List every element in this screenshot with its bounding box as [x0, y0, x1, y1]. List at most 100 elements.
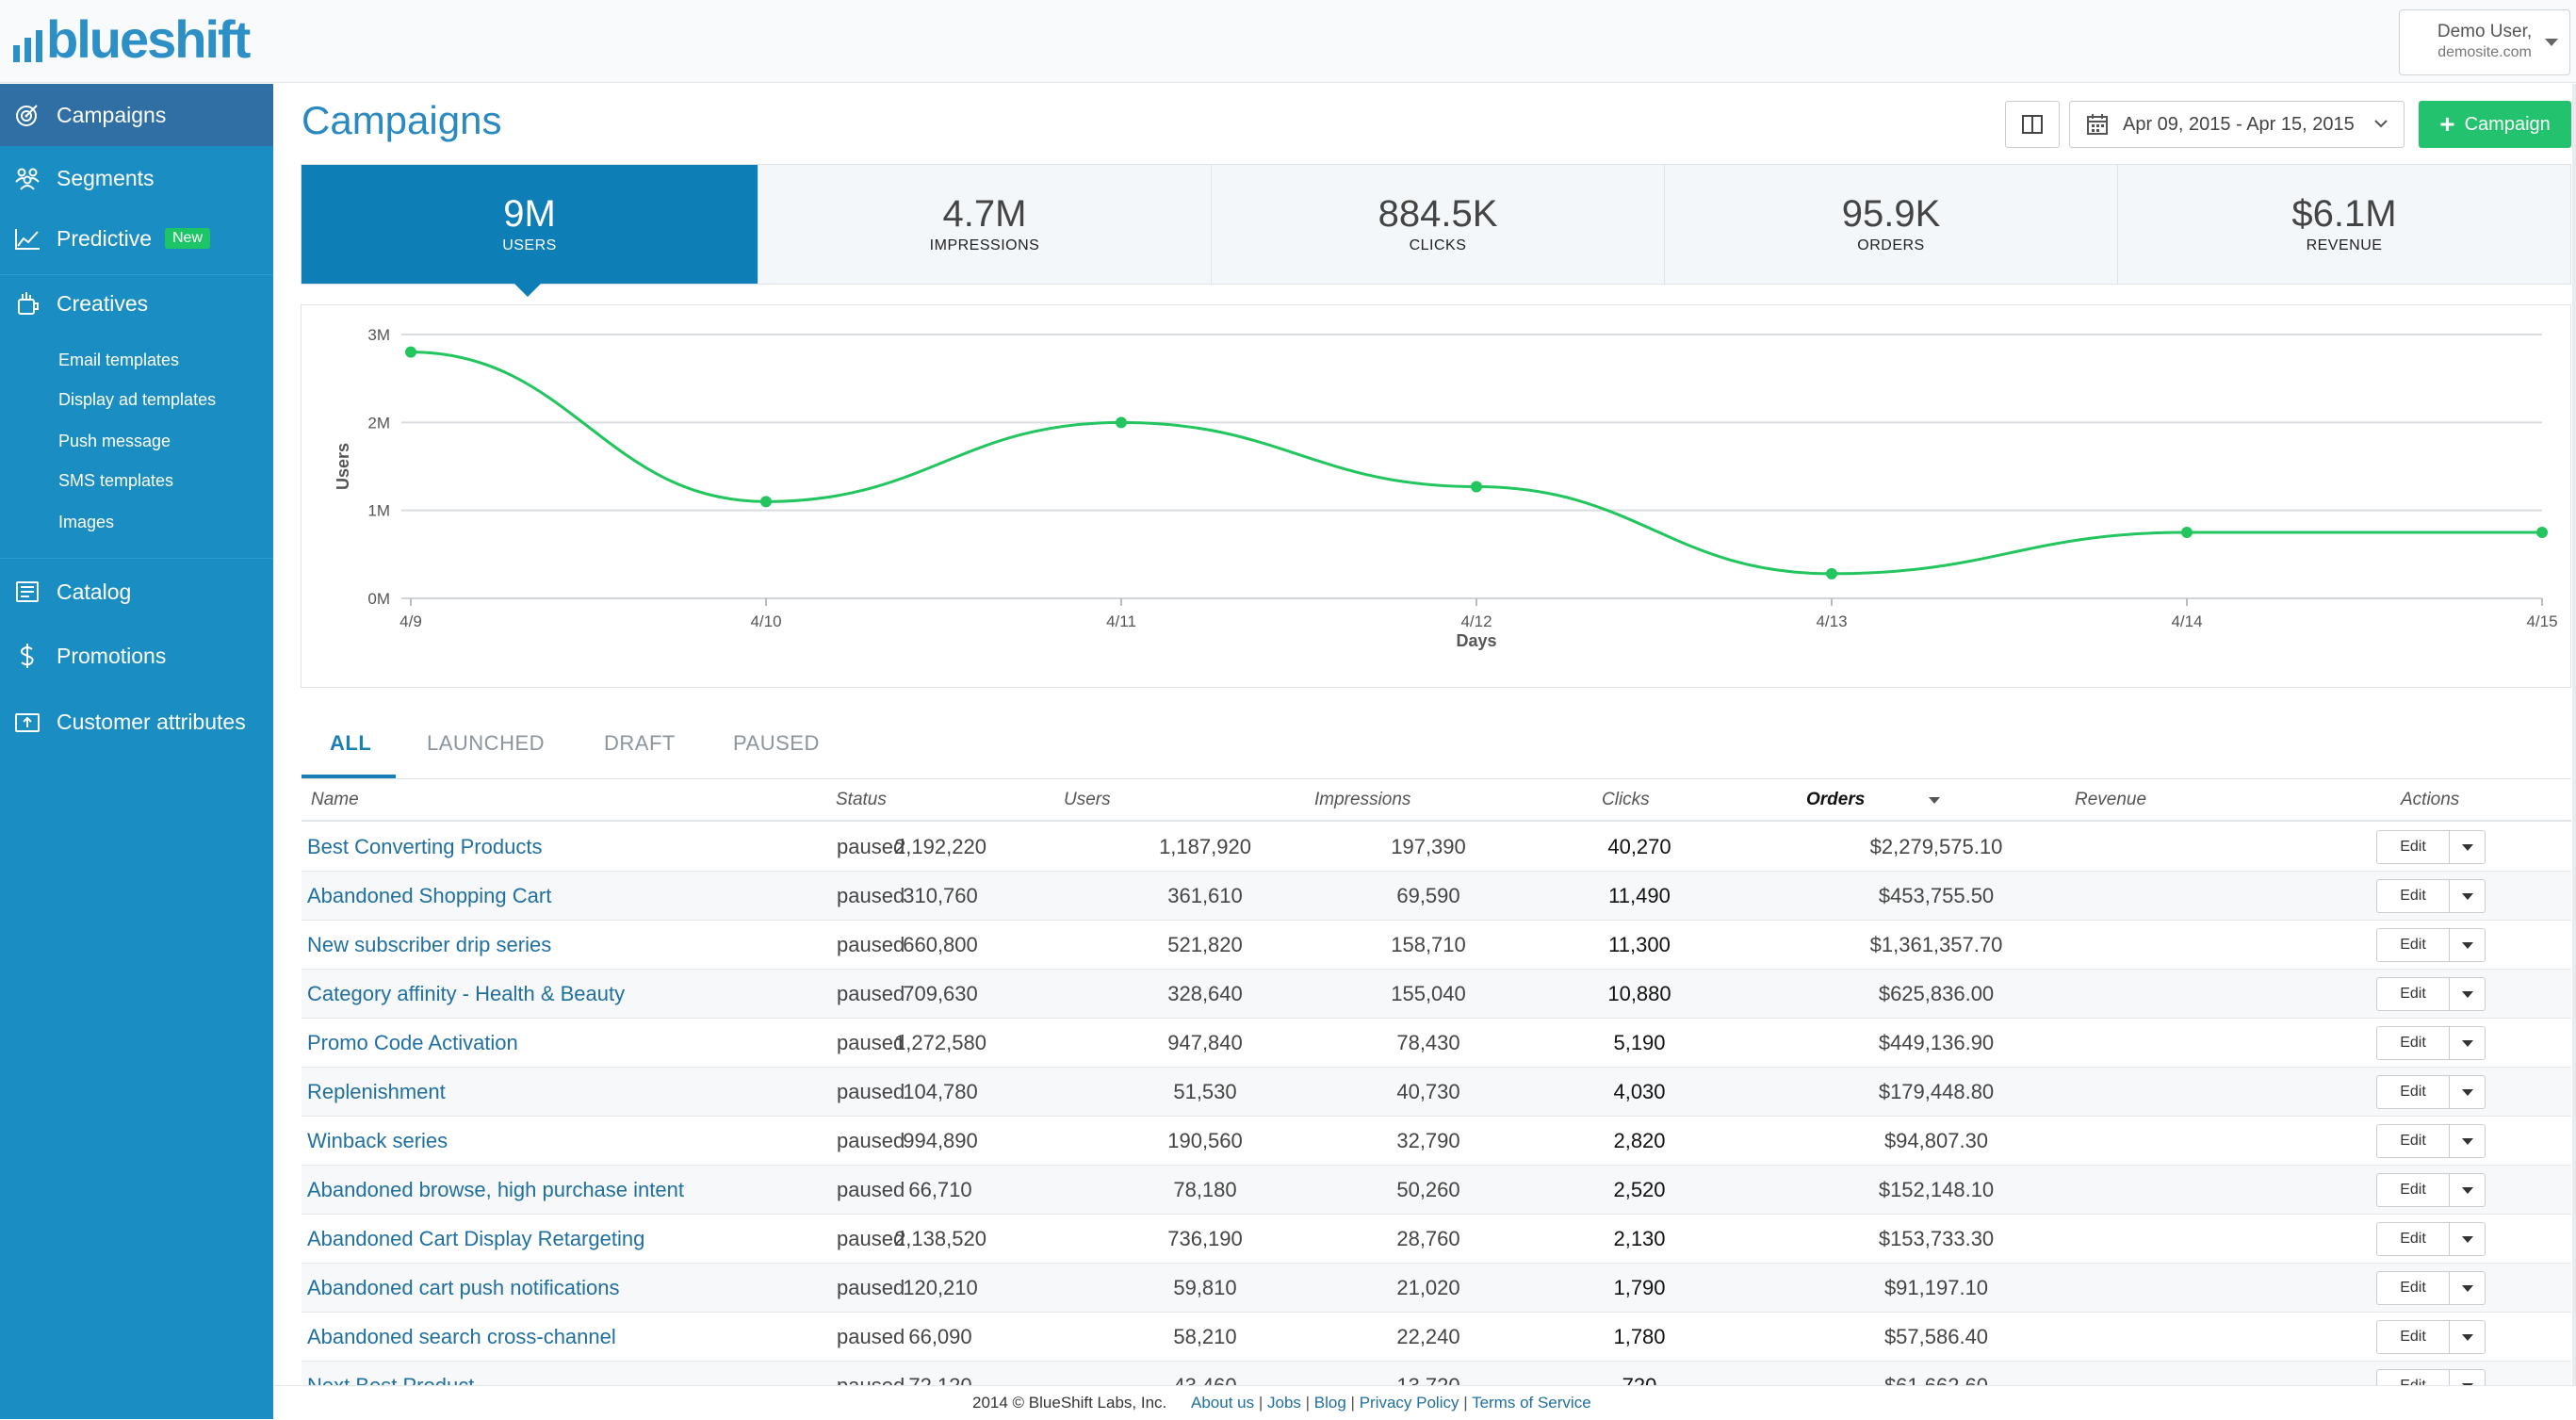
stat-revenue[interactable]: $6.1M REVENUE	[2118, 165, 2570, 284]
footer-links: About us | Jobs | Blog | Privacy Policy …	[1191, 1394, 1591, 1412]
caret-down-icon	[2461, 1088, 2473, 1096]
cell-impressions: 51,530	[1173, 1080, 1237, 1103]
tab-draft[interactable]: DRAFT	[604, 731, 676, 755]
edit-button-group: Edit	[2376, 1320, 2486, 1354]
edit-button[interactable]: Edit	[2377, 1174, 2450, 1206]
footer-link-jobs[interactable]: Jobs	[1266, 1394, 1301, 1412]
edit-dropdown-button[interactable]	[2450, 1076, 2485, 1108]
cell-clicks: 40,730	[1396, 1080, 1460, 1103]
cell-users: 709,630	[903, 982, 978, 1005]
cell-orders: 4,030	[1613, 1080, 1666, 1103]
paint-icon	[13, 289, 41, 318]
edit-button[interactable]: Edit	[2377, 1076, 2450, 1108]
edit-dropdown-button[interactable]	[2450, 831, 2485, 863]
column-header-name[interactable]: Name	[311, 790, 359, 809]
edit-dropdown-button[interactable]	[2450, 929, 2485, 961]
edit-button[interactable]: Edit	[2377, 1027, 2450, 1059]
cell-clicks: 69,590	[1396, 884, 1460, 907]
sort-desc-icon[interactable]	[1929, 797, 1940, 804]
campaign-name-link[interactable]: Abandoned search cross-channel	[307, 1325, 616, 1348]
table-row: Promo Code Activation paused 1,272,580 947,…	[302, 1019, 2571, 1068]
stat-impressions[interactable]: 4.7M IMPRESSIONS	[758, 165, 1212, 284]
scrollbar[interactable]	[2572, 84, 2576, 1385]
cell-clicks: 155,040	[1391, 982, 1466, 1005]
sidebar-item-creatives[interactable]: Creatives	[0, 272, 273, 335]
cell-revenue: $1,361,357.70	[1869, 933, 2003, 956]
campaign-name-link[interactable]: Abandoned Shopping Cart	[307, 884, 552, 907]
stat-orders[interactable]: 95.9K ORDERS	[1665, 165, 2118, 284]
sidebar-item-predictive[interactable]: Predictive New	[0, 207, 273, 269]
column-header-revenue[interactable]: Revenue	[2075, 790, 2147, 809]
column-header-actions: Actions	[2401, 790, 2460, 809]
sidebar-item-customer-attributes[interactable]: Customer attributes	[0, 691, 273, 753]
column-header-orders[interactable]: Orders	[1806, 790, 1866, 809]
edit-button[interactable]: Edit	[2377, 1272, 2450, 1304]
stat-users[interactable]: 9M USERS	[302, 165, 758, 284]
campaign-name-link[interactable]: Best Converting Products	[307, 835, 543, 858]
edit-dropdown-button[interactable]	[2450, 1223, 2485, 1255]
campaign-name-link[interactable]: Category affinity - Health & Beauty	[307, 982, 626, 1005]
sidebar-subitem-sms-templates[interactable]: SMS templates	[58, 471, 174, 490]
sidebar-item-label: Predictive	[57, 225, 152, 251]
edit-dropdown-button[interactable]	[2450, 978, 2485, 1010]
columns-toggle-button[interactable]	[2005, 101, 2060, 148]
footer-link-terms[interactable]: Terms of Service	[1472, 1394, 1591, 1412]
trend-chart-icon	[13, 224, 41, 253]
campaign-name-link[interactable]: Winback series	[307, 1129, 448, 1152]
edit-button[interactable]: Edit	[2377, 1223, 2450, 1255]
tab-all[interactable]: ALL	[330, 731, 372, 755]
tab-paused[interactable]: PAUSED	[733, 731, 820, 755]
column-header-impressions[interactable]: Impressions	[1314, 790, 1411, 809]
footer-link-blog[interactable]: Blog	[1313, 1394, 1346, 1412]
cell-users: 120,210	[903, 1276, 978, 1299]
campaign-name-link[interactable]: Replenishment	[307, 1080, 446, 1103]
cell-status: paused	[837, 1227, 905, 1250]
campaign-name-link[interactable]: New subscriber drip series	[307, 933, 552, 956]
edit-button[interactable]: Edit	[2377, 880, 2450, 912]
sidebar-item-campaigns[interactable]: Campaigns	[0, 84, 273, 146]
user-menu-button[interactable]: Demo User, demosite.com	[2399, 9, 2570, 75]
sidebar-subitem-display-ad-templates[interactable]: Display ad templates	[58, 390, 217, 409]
edit-dropdown-button[interactable]	[2450, 1125, 2485, 1157]
edit-dropdown-button[interactable]	[2450, 1027, 2485, 1059]
logo-text: blueshift	[46, 9, 251, 69]
footer-link-about[interactable]: About us	[1191, 1394, 1255, 1412]
table-row: Abandoned cart push notifications paused 1…	[302, 1264, 2571, 1313]
footer-link-privacy[interactable]: Privacy Policy	[1359, 1394, 1459, 1412]
campaign-name-link[interactable]: Abandoned browse, high purchase intent	[307, 1178, 684, 1201]
sidebar-item-segments[interactable]: Segments	[0, 147, 273, 209]
edit-button[interactable]: Edit	[2377, 929, 2450, 961]
y-axis-title: Users	[334, 443, 352, 490]
add-campaign-button[interactable]: + Campaign	[2419, 101, 2571, 148]
edit-dropdown-button[interactable]	[2450, 1174, 2485, 1206]
tab-launched[interactable]: LAUNCHED	[427, 731, 546, 755]
sidebar-subitem-push-message[interactable]: Push message	[58, 432, 171, 450]
sidebar-subitem-email-templates[interactable]: Email templates	[58, 351, 180, 369]
caret-down-icon	[2461, 1235, 2473, 1243]
copyright-text: 2014 © BlueShift Labs, Inc.	[972, 1394, 1167, 1412]
cell-impressions: 947,840	[1167, 1031, 1243, 1054]
y-tick-label: 0M	[367, 590, 390, 608]
user-site: demosite.com	[2437, 44, 2532, 60]
sidebar-subitem-images[interactable]: Images	[58, 513, 115, 531]
cell-revenue: $91,197.10	[1883, 1276, 1989, 1299]
edit-dropdown-button[interactable]	[2450, 1272, 2485, 1304]
edit-dropdown-button[interactable]	[2450, 1321, 2485, 1353]
edit-dropdown-button[interactable]	[2450, 880, 2485, 912]
column-header-status[interactable]: Status	[836, 790, 887, 809]
blueshift-logo[interactable]: blueshift	[13, 9, 251, 70]
x-tick-label: 4/10	[750, 612, 781, 630]
sidebar-item-promotions[interactable]: Promotions	[0, 625, 273, 687]
date-range-picker[interactable]: Apr 09, 2015 - Apr 15, 2015	[2069, 101, 2405, 148]
campaign-name-link[interactable]: Abandoned cart push notifications	[307, 1276, 620, 1299]
column-header-clicks[interactable]: Clicks	[1602, 790, 1650, 809]
column-header-users[interactable]: Users	[1064, 790, 1111, 809]
campaign-name-link[interactable]: Promo Code Activation	[307, 1031, 518, 1054]
edit-button[interactable]: Edit	[2377, 1125, 2450, 1157]
edit-button[interactable]: Edit	[2377, 978, 2450, 1010]
stat-clicks[interactable]: 884.5K CLICKS	[1212, 165, 1665, 284]
campaign-name-link[interactable]: Abandoned Cart Display Retargeting	[307, 1227, 645, 1250]
edit-button[interactable]: Edit	[2377, 831, 2450, 863]
sidebar-item-catalog[interactable]: Catalog	[0, 561, 273, 623]
edit-button[interactable]: Edit	[2377, 1321, 2450, 1353]
